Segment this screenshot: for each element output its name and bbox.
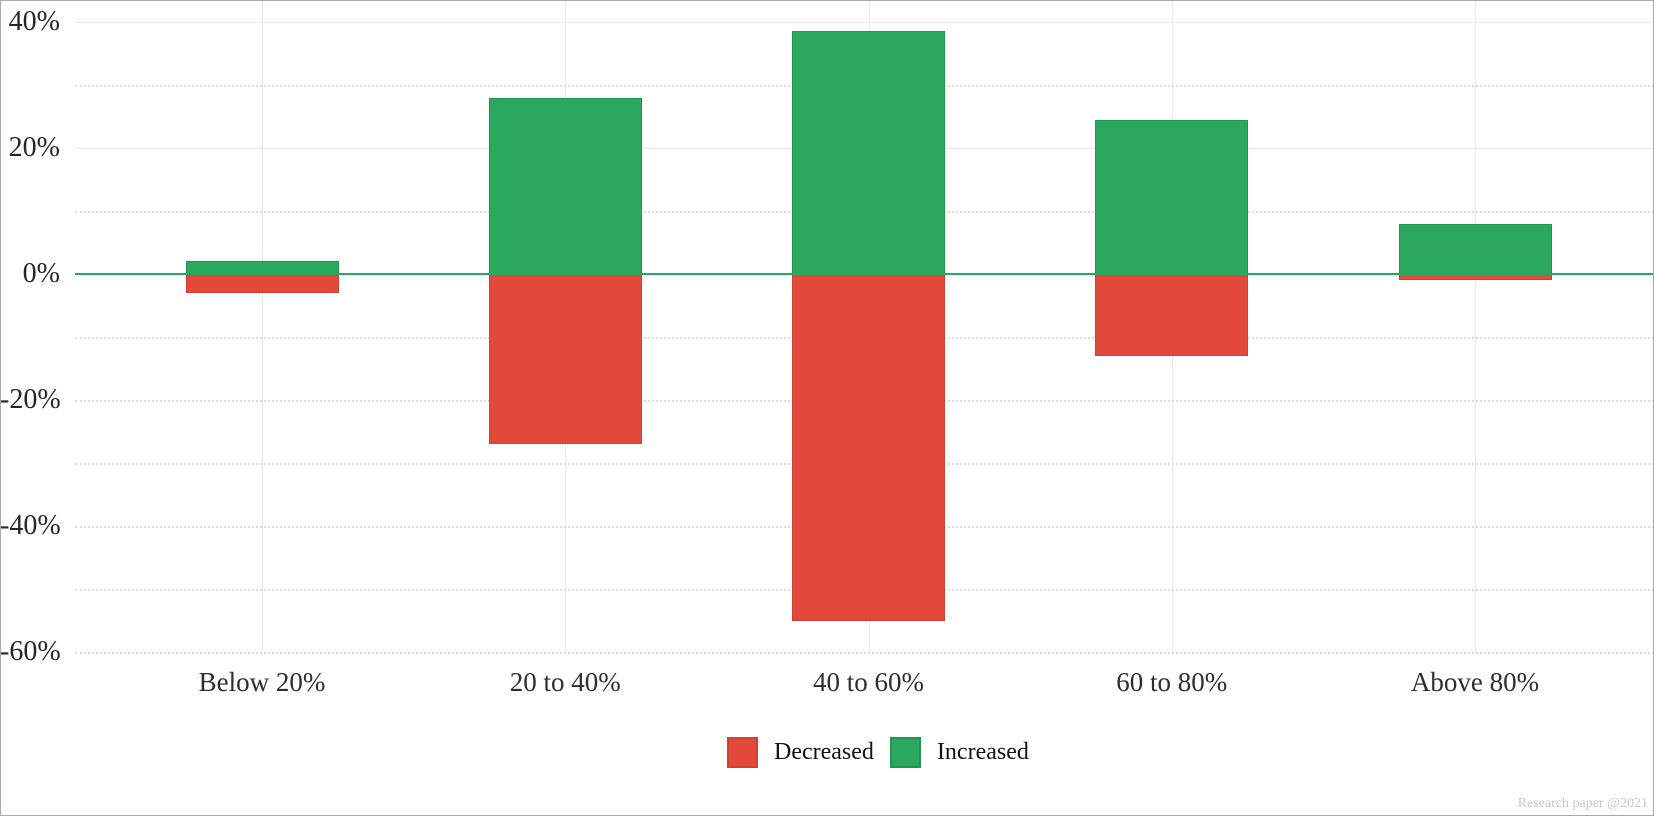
x-tick-label-0: Below 20% (198, 667, 326, 697)
zero-axis-line (75, 273, 1654, 275)
legend: Decreased Increased (727, 736, 1029, 768)
legend-label-increased: Increased (936, 739, 1029, 765)
y-tick-label-0%: 0% (22, 258, 60, 289)
x-tick-label-1: 20 to 40% (509, 667, 621, 697)
y-tick-label--60%: -60% (0, 636, 61, 667)
x-tick-label-2: 40 to 60% (813, 667, 924, 697)
x-tick-label-4: Above 80% (1410, 667, 1540, 697)
x-axis: Below 20% 20 to 40% 40 to 60% 60 to 80% Abov… (0, 664, 1654, 702)
y-axis: 40% 20% 0% -20% -40% -60% (0, 0, 62, 667)
bar-increased-1[interactable] (488, 97, 642, 274)
plot-area (75, 0, 1654, 654)
y-tick-label-40%: 40% (8, 6, 60, 37)
bar-decreased-1[interactable] (488, 274, 642, 445)
bar-increased-4[interactable] (1398, 223, 1552, 274)
v-gridline-4 (1475, 0, 1476, 652)
bar-decreased-0[interactable] (185, 274, 339, 293)
h-gridline--60 (75, 652, 1654, 654)
bar-increased-3[interactable] (1095, 119, 1249, 274)
legend-label-decreased: Decreased (774, 739, 874, 765)
y-tick-label--40%: -40% (0, 510, 61, 541)
watermark: Research paper @2021 (1517, 796, 1648, 811)
x-tick-label-3: 60 to 80% (1116, 667, 1228, 697)
y-tick-label--20%: -20% (0, 384, 61, 415)
bar-decreased-3[interactable] (1095, 274, 1249, 356)
v-gridline-0 (262, 0, 263, 652)
increased-swatch-icon (889, 736, 921, 768)
bar-increased-2[interactable] (792, 31, 945, 274)
legend-item-increased[interactable]: Increased (889, 736, 1029, 768)
bar-decreased-2[interactable] (792, 274, 945, 621)
h-gridline-40 (75, 22, 1654, 23)
y-tick-label-20%: 20% (8, 132, 60, 163)
decreased-swatch-icon (727, 736, 758, 768)
legend-item-decreased[interactable]: Decreased (727, 736, 874, 768)
